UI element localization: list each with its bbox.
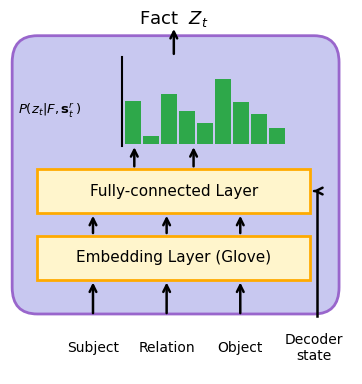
Text: Decoder
state: Decoder state	[285, 333, 343, 363]
FancyBboxPatch shape	[12, 36, 339, 314]
Bar	[125, 101, 141, 144]
Bar	[269, 127, 285, 144]
Text: $P(z_t|F, \mathbf{s}_t^r\,)$: $P(z_t|F, \mathbf{s}_t^r\,)$	[17, 101, 81, 119]
Text: Fact  $Z_t$: Fact $Z_t$	[139, 8, 209, 28]
Text: Object: Object	[218, 341, 263, 355]
Text: Embedding Layer (Glove): Embedding Layer (Glove)	[76, 250, 272, 265]
Bar	[179, 111, 195, 144]
Bar	[143, 136, 159, 144]
Text: Subject: Subject	[67, 341, 119, 355]
Text: Fully-connected Layer: Fully-connected Layer	[90, 184, 258, 199]
Bar	[197, 122, 213, 144]
Bar	[215, 79, 231, 144]
Bar	[161, 94, 177, 144]
FancyBboxPatch shape	[37, 236, 310, 280]
FancyBboxPatch shape	[37, 169, 310, 213]
Bar	[233, 103, 249, 144]
Bar	[251, 114, 267, 144]
Text: Relation: Relation	[138, 341, 195, 355]
